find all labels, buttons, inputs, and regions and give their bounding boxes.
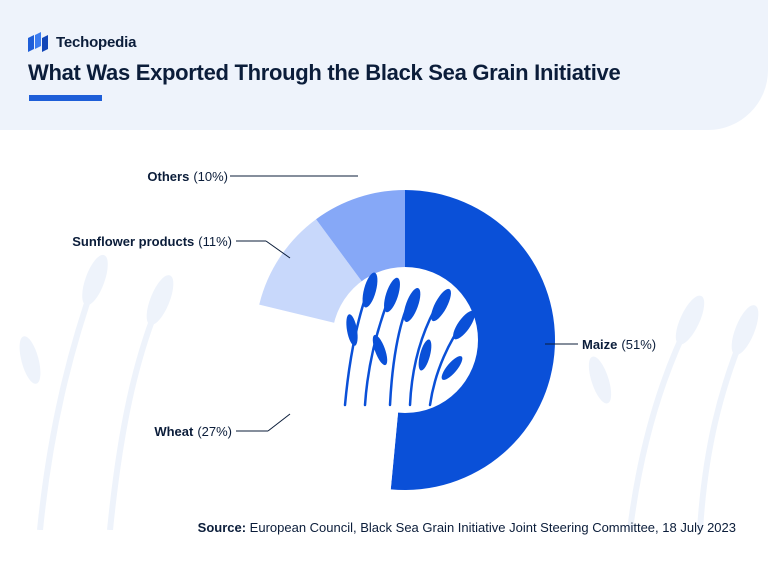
label-leader-lines: [230, 175, 578, 432]
label-others-name: Others: [147, 169, 189, 184]
header-background: [0, 0, 768, 130]
source-note: Source: European Council, Black Sea Grai…: [0, 520, 736, 535]
wheat-background-decoration: [19, 254, 759, 530]
brand-name: Techopedia: [56, 33, 137, 51]
brand-logo: Techopedia: [28, 32, 136, 52]
label-maize: Maize (51%): [582, 337, 656, 352]
title-underline: [29, 95, 102, 101]
label-others: Others (10%): [147, 169, 228, 184]
label-wheat-value: (27%): [197, 424, 232, 439]
source-text: European Council, Black Sea Grain Initia…: [246, 520, 736, 535]
label-sunflower-value: (11%): [198, 234, 232, 249]
label-maize-name: Maize: [582, 337, 617, 352]
label-sunflower-name: Sunflower products: [72, 234, 194, 249]
donut-center-image: [332, 267, 478, 413]
page-title: What Was Exported Through the Black Sea …: [28, 60, 621, 85]
label-maize-value: (51%): [621, 337, 656, 352]
techopedia-logo-icon: [28, 32, 48, 52]
label-wheat-name: Wheat: [154, 424, 194, 439]
label-wheat: Wheat (27%): [154, 424, 232, 439]
source-label: Source:: [197, 520, 247, 535]
label-sunflower: Sunflower products (11%): [72, 234, 232, 249]
label-others-value: (10%): [193, 169, 228, 184]
slice-labels: Others (10%) Sunflower products (11%) Maiz…: [72, 169, 656, 439]
